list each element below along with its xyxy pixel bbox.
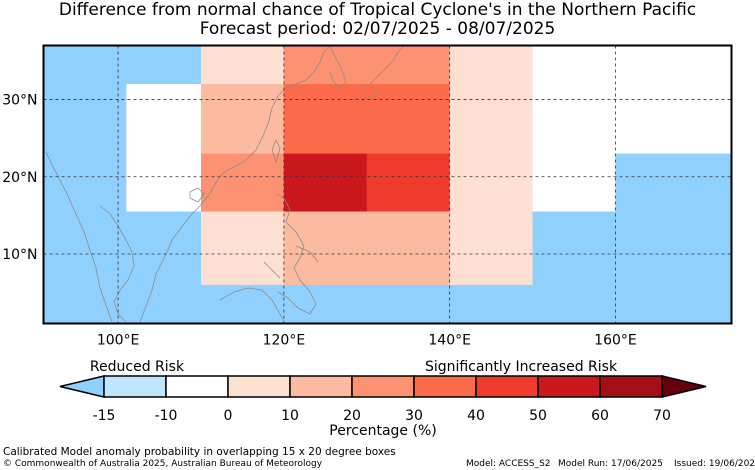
grid-cell: [200, 284, 285, 325]
grid-cell: [615, 153, 733, 325]
colorbar-tick-label: 20: [343, 408, 361, 424]
grid-cell: [200, 153, 285, 213]
colorbar-over-triangle: [661, 375, 707, 398]
grid-cell: [366, 153, 451, 213]
colorbar: [59, 375, 707, 398]
colorbar-tick-label: 70: [653, 408, 671, 424]
grid-cell: [532, 45, 733, 85]
colorbar-bin: [537, 375, 601, 398]
grid-cell: [283, 284, 451, 325]
grid-cell: [615, 84, 733, 155]
colorbar-under-triangle: [59, 375, 105, 398]
grid-cell: [126, 211, 202, 325]
map-frame: [42, 44, 733, 325]
latitude-tick-label: 20°N: [2, 170, 37, 186]
japan-coastline: [351, 45, 405, 103]
forecast-period: Forecast period: 02/07/2025 - 08/07/2025: [199, 19, 556, 39]
colorbar-bin: [413, 375, 477, 398]
grid-cell: [200, 45, 285, 85]
longitude-tick-label: 120°E: [263, 333, 306, 349]
grid-cell: [532, 84, 617, 213]
grid-cell: [126, 84, 202, 213]
colorbar-tick-label: 30: [405, 408, 423, 424]
hainan-coastline: [189, 187, 205, 203]
colorbar-bin: [475, 375, 539, 398]
footer-model-run: Model Run: 17/06/2025: [558, 459, 663, 469]
taiwan-coastline: [271, 139, 281, 163]
latitude-tick-label: 30°N: [2, 93, 37, 109]
grid-cell: [283, 84, 451, 155]
colorbar-bin: [227, 375, 291, 398]
grid-cell: [200, 211, 285, 286]
anomaly-grid: [43, 45, 733, 325]
grid-cell: [283, 153, 368, 213]
footer-copyright: © Commonwealth of Australia 2025, Austra…: [3, 459, 323, 469]
colorbar-bin: [289, 375, 353, 398]
colorbar-tick-label: -10: [155, 408, 178, 424]
map-title: Difference from normal chance of Tropica…: [58, 0, 697, 20]
increased-risk-label: Significantly Increased Risk: [425, 359, 618, 375]
grid-cell: [449, 45, 534, 85]
grid-cell: [126, 45, 202, 85]
longitude-axis: 100°E 120°E 140°E 160°E: [97, 333, 637, 349]
colorbar-ticks: -15 -10 0 10 20 30 40 50 60 70: [93, 408, 671, 424]
colorbar-tick-label: 60: [591, 408, 609, 424]
longitude-tick-label: 140°E: [428, 333, 471, 349]
colorbar-bin: [165, 375, 229, 398]
colorbar-tick-label: 0: [224, 408, 233, 424]
grid-cell: [532, 211, 617, 325]
colorbar-tick-label: 40: [467, 408, 485, 424]
philippines-coastline: [263, 193, 319, 315]
grid-cell: [449, 211, 534, 286]
grid-cell: [449, 284, 534, 325]
grid-cell: [283, 211, 451, 286]
colorbar-bin: [599, 375, 663, 398]
graticule: [43, 45, 732, 324]
reduced-risk-label: Reduced Risk: [90, 359, 185, 375]
colorbar-bin: [103, 375, 167, 398]
colorbar-bin: [351, 375, 415, 398]
grid-cell: [449, 84, 534, 155]
longitude-tick-label: 160°E: [594, 333, 637, 349]
grid-cell: [200, 84, 285, 155]
grid-cell: [43, 45, 127, 325]
latitude-tick-label: 10°N: [2, 247, 37, 263]
latitude-axis: 30°N 20°N 10°N: [2, 93, 37, 263]
colorbar-tick-label: 10: [281, 408, 299, 424]
colorbar-tick-label: -15: [93, 408, 116, 424]
korea-coastline: [329, 45, 347, 89]
colorbar-tick-label: 50: [529, 408, 547, 424]
footer-model: Model: ACCESS_S2: [466, 459, 551, 469]
footer-issued: Issued: 19/06/2025: [674, 459, 755, 469]
colorbar-axis-label: Percentage (%): [329, 423, 436, 439]
longitude-tick-label: 100°E: [97, 333, 140, 349]
footer-description: Calibrated Model anomaly probability in …: [3, 446, 396, 458]
grid-cell: [449, 153, 534, 213]
borneo-coastline: [219, 287, 285, 323]
indochina-coastline: [99, 205, 135, 323]
grid-cell: [283, 45, 451, 85]
